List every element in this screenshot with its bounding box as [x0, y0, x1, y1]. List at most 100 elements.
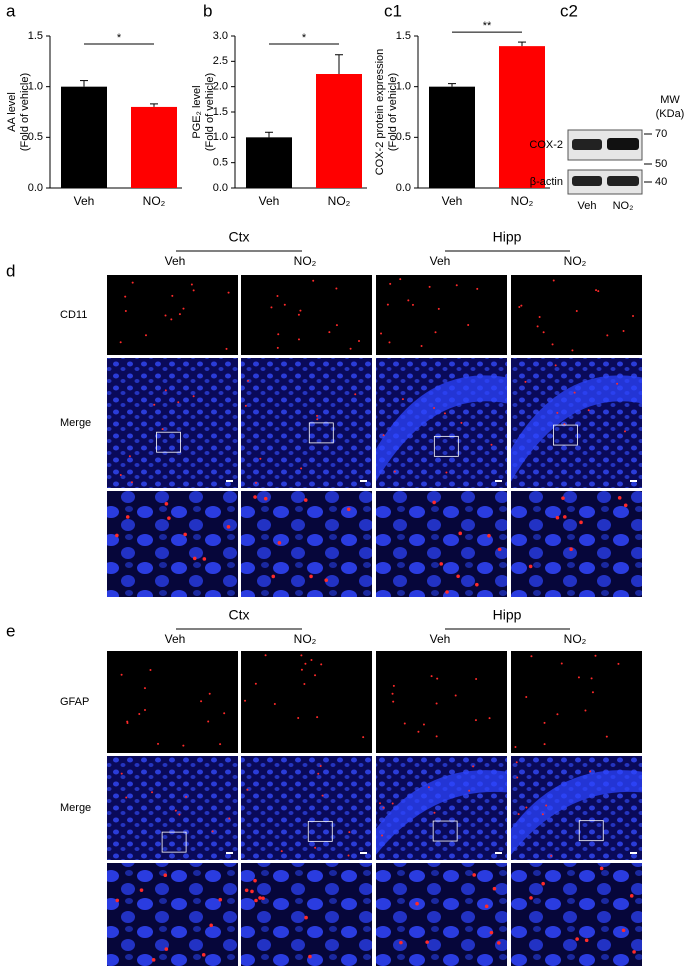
signal-dot: [525, 806, 528, 809]
signal-dot: [591, 691, 594, 694]
signal-dot: [401, 398, 404, 401]
scale-bar: [495, 852, 502, 854]
signal-dot: [304, 662, 307, 665]
micrograph: [241, 358, 372, 488]
signal-dot: [554, 364, 557, 367]
signal-dot: [484, 904, 489, 909]
roi-box: [308, 422, 334, 444]
signal-dot: [524, 380, 527, 383]
signal-dot: [177, 401, 180, 404]
signal-dot: [467, 324, 470, 327]
condition-label: NO₂: [294, 632, 317, 646]
micrograph: [241, 756, 372, 860]
micrograph: [511, 275, 642, 355]
signal-dot: [606, 334, 609, 337]
signal-dot: [420, 344, 423, 347]
micrograph: [511, 491, 642, 597]
scale-bar: [630, 480, 637, 482]
y-tick-label: 0.0: [28, 182, 43, 194]
signal-dot: [472, 873, 476, 877]
signal-dot: [474, 719, 477, 722]
y-tick-label: 2.0: [213, 81, 228, 93]
signal-dot: [590, 677, 593, 680]
dentate-band: [511, 375, 642, 482]
signal-dot: [555, 515, 560, 520]
y-tick-label: 0.5: [213, 157, 228, 169]
y-tick-label: 0.5: [28, 131, 43, 143]
y-tick-label: 2.5: [213, 55, 228, 67]
y-axis-label: PGE₂ level: [191, 85, 203, 138]
row-label: Merge: [60, 802, 91, 814]
group-label: Ctx: [229, 229, 250, 245]
condition-label: NO₂: [294, 254, 317, 268]
signal-dot: [492, 886, 497, 891]
micrograph: [107, 651, 238, 753]
signal-dot: [297, 338, 300, 341]
condition-label: Veh: [165, 254, 186, 268]
blot-band: [572, 176, 602, 186]
signal-dot: [310, 658, 313, 661]
signal-dot: [530, 655, 533, 658]
scale-bar: [226, 852, 233, 854]
signal-dot: [632, 315, 635, 318]
signal-dot: [599, 866, 604, 871]
micrograph: [107, 491, 238, 597]
signal-dot: [579, 520, 583, 525]
scale-bar: [630, 852, 637, 854]
group-label: Ctx: [229, 607, 250, 623]
signal-dot: [475, 678, 478, 681]
signal-dot: [563, 515, 567, 519]
signal-dot: [308, 954, 312, 959]
signal-dot: [433, 811, 436, 814]
signal-dot: [192, 289, 195, 292]
signal-dot: [250, 889, 254, 894]
signal-dot: [207, 720, 210, 723]
signal-dot: [460, 421, 463, 424]
signal-dot: [244, 888, 249, 893]
bar: [316, 74, 362, 188]
signal-dot: [594, 654, 597, 657]
signal-dot: [475, 582, 479, 587]
x-tick-label: Veh: [259, 194, 280, 208]
blot-band: [572, 139, 602, 150]
signal-dot: [445, 590, 449, 594]
scale-bar: [226, 480, 233, 482]
signal-dot: [304, 915, 308, 920]
signal-dot: [157, 742, 160, 745]
signal-dot: [584, 709, 587, 712]
signal-dot: [335, 324, 338, 327]
signal-dot: [226, 525, 231, 529]
signal-dot: [489, 930, 494, 935]
x-tick-label: Veh: [74, 194, 95, 208]
marker-label: 70: [655, 128, 667, 140]
signal-dot: [632, 950, 636, 954]
signal-dot: [324, 578, 329, 583]
signal-dot: [178, 313, 181, 316]
signal-dot: [382, 806, 385, 809]
signal-dot: [456, 574, 460, 579]
signal-dot: [280, 850, 283, 853]
signal-dot: [130, 481, 133, 484]
roi-box: [307, 820, 333, 842]
signal-dot: [190, 283, 193, 286]
signal-dot: [320, 663, 323, 666]
signal-dot: [297, 717, 300, 720]
row-label: Merge: [60, 417, 91, 429]
signal-dot: [161, 428, 164, 431]
y-tick-label: 0.5: [396, 131, 411, 143]
signal-dot: [170, 318, 173, 321]
signal-dot: [335, 287, 338, 290]
micrograph: [241, 651, 372, 753]
signal-dot: [399, 940, 403, 945]
signal-dot: [316, 716, 319, 719]
signal-dot: [151, 958, 156, 962]
signal-dot: [541, 813, 544, 816]
signal-dot: [616, 382, 619, 385]
signal-dot: [258, 896, 262, 900]
signal-dot: [621, 928, 626, 933]
roi-box: [553, 424, 578, 446]
roi-box: [433, 435, 459, 457]
signal-dot: [297, 313, 300, 316]
signal-dot: [605, 735, 608, 738]
marker-label: 40: [655, 176, 667, 188]
